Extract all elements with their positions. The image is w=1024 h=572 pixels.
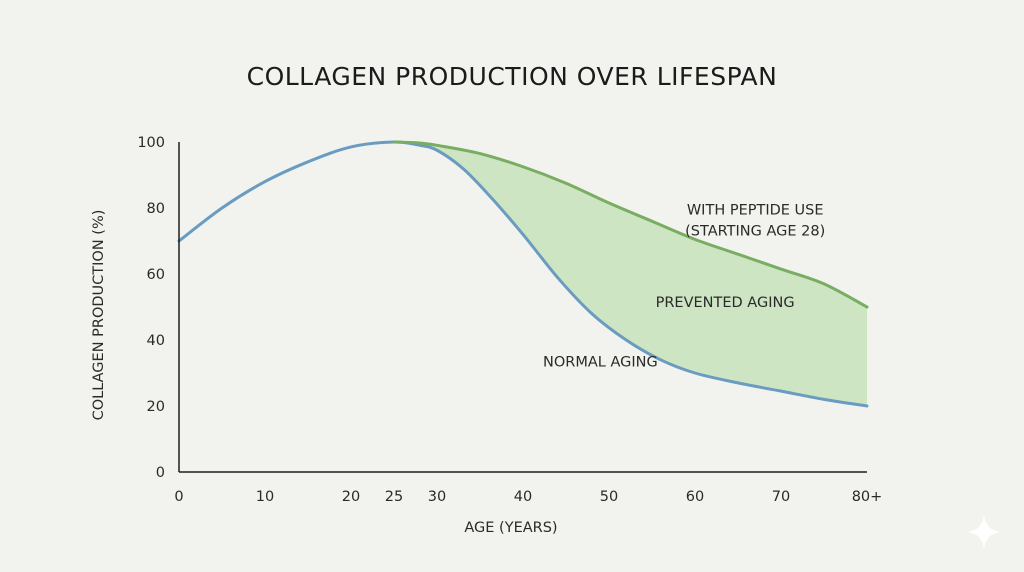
x-tick-label: 20 xyxy=(342,489,360,505)
x-tick-label: 25 xyxy=(385,489,403,505)
annotation-prevented: PREVENTED AGING xyxy=(656,295,795,311)
annotations: WITH PEPTIDE USE (STARTING AGE 28) PREVENT… xyxy=(543,203,825,371)
prevented-aging-area xyxy=(394,142,867,406)
y-tick-label: 60 xyxy=(147,267,165,283)
x-axis-label: AGE (YEARS) xyxy=(464,520,557,536)
y-axis-label: COLLAGEN PRODUCTION (%) xyxy=(91,210,107,421)
x-tick-label: 10 xyxy=(256,489,274,505)
x-tick-label: 50 xyxy=(600,489,618,505)
x-tick-label: 30 xyxy=(428,489,446,505)
x-tick-label: 40 xyxy=(514,489,532,505)
plot-area xyxy=(177,140,869,408)
series-line-peptide-use xyxy=(392,140,869,309)
y-tick-label: 100 xyxy=(137,135,165,151)
y-tick-label: 40 xyxy=(147,333,165,349)
y-tick-label: 20 xyxy=(147,399,165,415)
y-tick-label: 0 xyxy=(156,465,165,481)
chart-title: COLLAGEN PRODUCTION OVER LIFESPAN xyxy=(247,62,778,91)
sparkle-icon xyxy=(967,514,1001,550)
x-tick-label: 0 xyxy=(174,489,183,505)
x-tick-label: 80+ xyxy=(852,489,883,505)
annotation-normal: NORMAL AGING xyxy=(543,354,658,370)
x-tick-label: 70 xyxy=(772,489,790,505)
x-tick-label: 60 xyxy=(686,489,704,505)
x-axis-ticks: 0 10 20 25 30 40 50 60 70 80+ xyxy=(174,489,882,505)
y-tick-label: 80 xyxy=(147,201,165,217)
series-line-normal-aging xyxy=(177,140,869,408)
annotation-peptide: WITH PEPTIDE USE (STARTING AGE 28) xyxy=(685,203,825,240)
y-axis-ticks: 0 20 40 60 80 100 xyxy=(137,135,165,481)
